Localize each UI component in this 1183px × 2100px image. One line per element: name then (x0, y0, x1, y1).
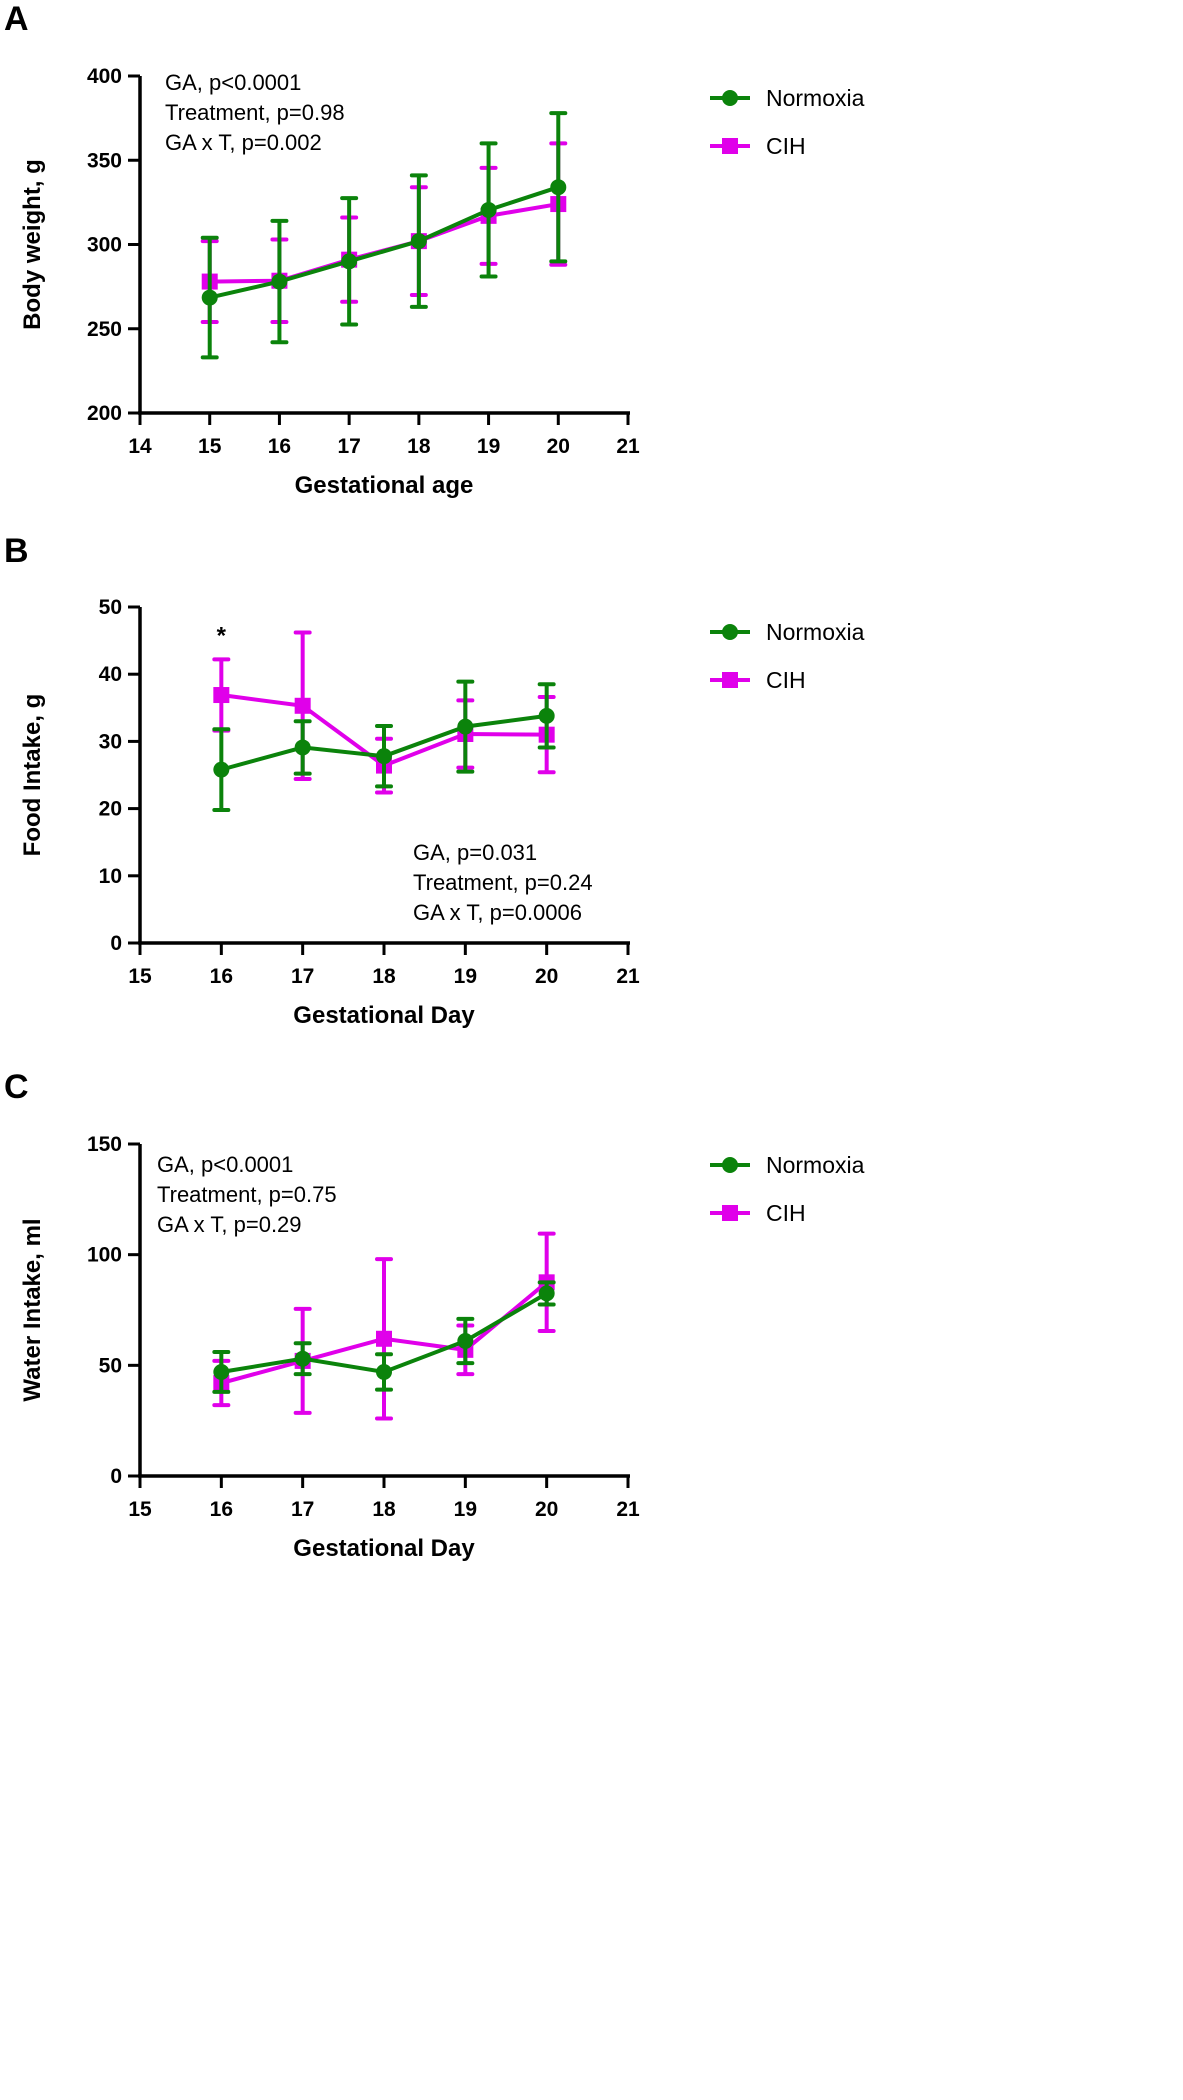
x-tick-label: 18 (372, 1498, 396, 1521)
data-point (213, 761, 230, 778)
x-tick-label: 21 (616, 965, 640, 988)
y-tick-label: 350 (87, 149, 122, 172)
series-line (209, 185, 559, 300)
y-tick-label: 10 (99, 865, 122, 888)
y-tick-label: 50 (99, 596, 122, 619)
x-tick-label: 17 (337, 435, 360, 458)
x-tick-label: 15 (128, 965, 152, 988)
stats-text: GA, p=0.031 (413, 840, 537, 865)
x-tick-label: 19 (454, 1498, 477, 1521)
x-tick-label: 20 (535, 1498, 558, 1521)
x-tick-label: 15 (198, 435, 222, 458)
legend-label: CIH (766, 1200, 806, 1226)
y-tick-label: 100 (87, 1244, 122, 1267)
x-tick-label: 17 (291, 965, 314, 988)
x-tick-label: 20 (535, 965, 558, 988)
data-point (376, 1330, 392, 1347)
legend-circle-icon (722, 624, 738, 640)
y-tick-label: 200 (87, 402, 122, 425)
x-axis-title: Gestational Day (293, 1002, 475, 1029)
y-axis-title: Food Intake, g (19, 694, 46, 857)
series-line (209, 202, 559, 284)
x-tick-label: 15 (128, 1498, 152, 1521)
legend-square-icon (722, 1205, 738, 1221)
stats-text: GA x T, p=0.29 (157, 1212, 302, 1237)
panel-a: A 200 250 300 350 400 14 15 16 17 18 19 20 21 Gestatio… (4, 0, 865, 499)
panel-letter: A (4, 0, 29, 38)
legend-square-icon (722, 138, 738, 154)
x-tick-label: 16 (268, 435, 291, 458)
panel-letter: C (4, 1068, 29, 1106)
stats-text: GA x T, p=0.0006 (413, 900, 582, 925)
data-point (538, 1285, 555, 1302)
data-point (457, 1332, 474, 1349)
y-axis-title: Body weight, g (19, 159, 46, 330)
y-tick-label: 20 (99, 798, 122, 821)
data-point (294, 1350, 311, 1367)
data-point (341, 253, 358, 270)
data-point (294, 739, 311, 756)
data-point (271, 273, 288, 290)
panel-c: C 0 50 100 150 15 16 17 18 19 20 21 Gestational Day W… (4, 1068, 865, 1562)
panel-letter: B (4, 532, 29, 570)
y-tick-label: 150 (87, 1133, 122, 1156)
legend-circle-icon (722, 1157, 738, 1173)
data-point (213, 687, 230, 704)
significance-asterisk: * (217, 622, 227, 649)
data-point (376, 748, 392, 765)
x-tick-label: 16 (210, 965, 233, 988)
x-tick-label: 18 (372, 965, 396, 988)
x-axis-title: Gestational Day (293, 1535, 475, 1562)
legend-label: CIH (766, 133, 806, 159)
data-point (480, 201, 497, 218)
stats-text: Treatment, p=0.98 (165, 100, 345, 125)
series-normoxia (212, 679, 556, 812)
stats-text: Treatment, p=0.24 (413, 870, 593, 895)
y-tick-label: 250 (87, 318, 122, 341)
series-normoxia (200, 111, 568, 360)
y-tick-label: 0 (110, 1465, 122, 1488)
legend-label: Normoxia (766, 1152, 865, 1178)
x-tick-label: 20 (547, 435, 570, 458)
data-point (294, 697, 311, 714)
y-axis-title: Water Intake, ml (19, 1218, 46, 1401)
stats-text: GA, p<0.0001 (157, 1152, 293, 1177)
x-tick-label: 19 (477, 435, 500, 458)
data-point (410, 233, 427, 250)
stats-text: GA x T, p=0.002 (165, 130, 322, 155)
y-tick-label: 30 (99, 730, 122, 753)
x-tick-label: 21 (616, 1498, 640, 1521)
legend-label: Normoxia (766, 85, 865, 111)
x-tick-label: 17 (291, 1498, 314, 1521)
legend-square-icon (722, 672, 738, 688)
legend-label: Normoxia (766, 619, 865, 645)
legend-label: CIH (766, 667, 806, 693)
x-tick-label: 19 (454, 965, 477, 988)
x-tick-label: 14 (128, 435, 152, 458)
y-tick-label: 40 (99, 663, 122, 686)
data-point (201, 289, 218, 306)
y-tick-label: 50 (99, 1354, 122, 1377)
data-point (457, 718, 474, 735)
x-tick-label: 18 (407, 435, 431, 458)
x-axis-title: Gestational age (295, 472, 474, 499)
y-tick-label: 0 (110, 932, 122, 955)
stats-text: GA, p<0.0001 (165, 70, 301, 95)
legend-circle-icon (722, 90, 738, 106)
x-tick-label: 16 (210, 1498, 233, 1521)
data-point (213, 1363, 230, 1380)
x-tick-label: 21 (616, 435, 640, 458)
series-cih (200, 141, 568, 325)
series-normoxia (212, 1280, 556, 1394)
y-tick-label: 400 (87, 65, 122, 88)
data-point (538, 707, 555, 724)
stats-text: Treatment, p=0.75 (157, 1182, 337, 1207)
panel-b: B 0 10 20 30 40 50 15 16 17 18 19 20 21 Gestational Da… (4, 532, 865, 1029)
data-point (376, 1363, 392, 1380)
y-tick-label: 300 (87, 234, 122, 257)
data-point (550, 179, 567, 196)
